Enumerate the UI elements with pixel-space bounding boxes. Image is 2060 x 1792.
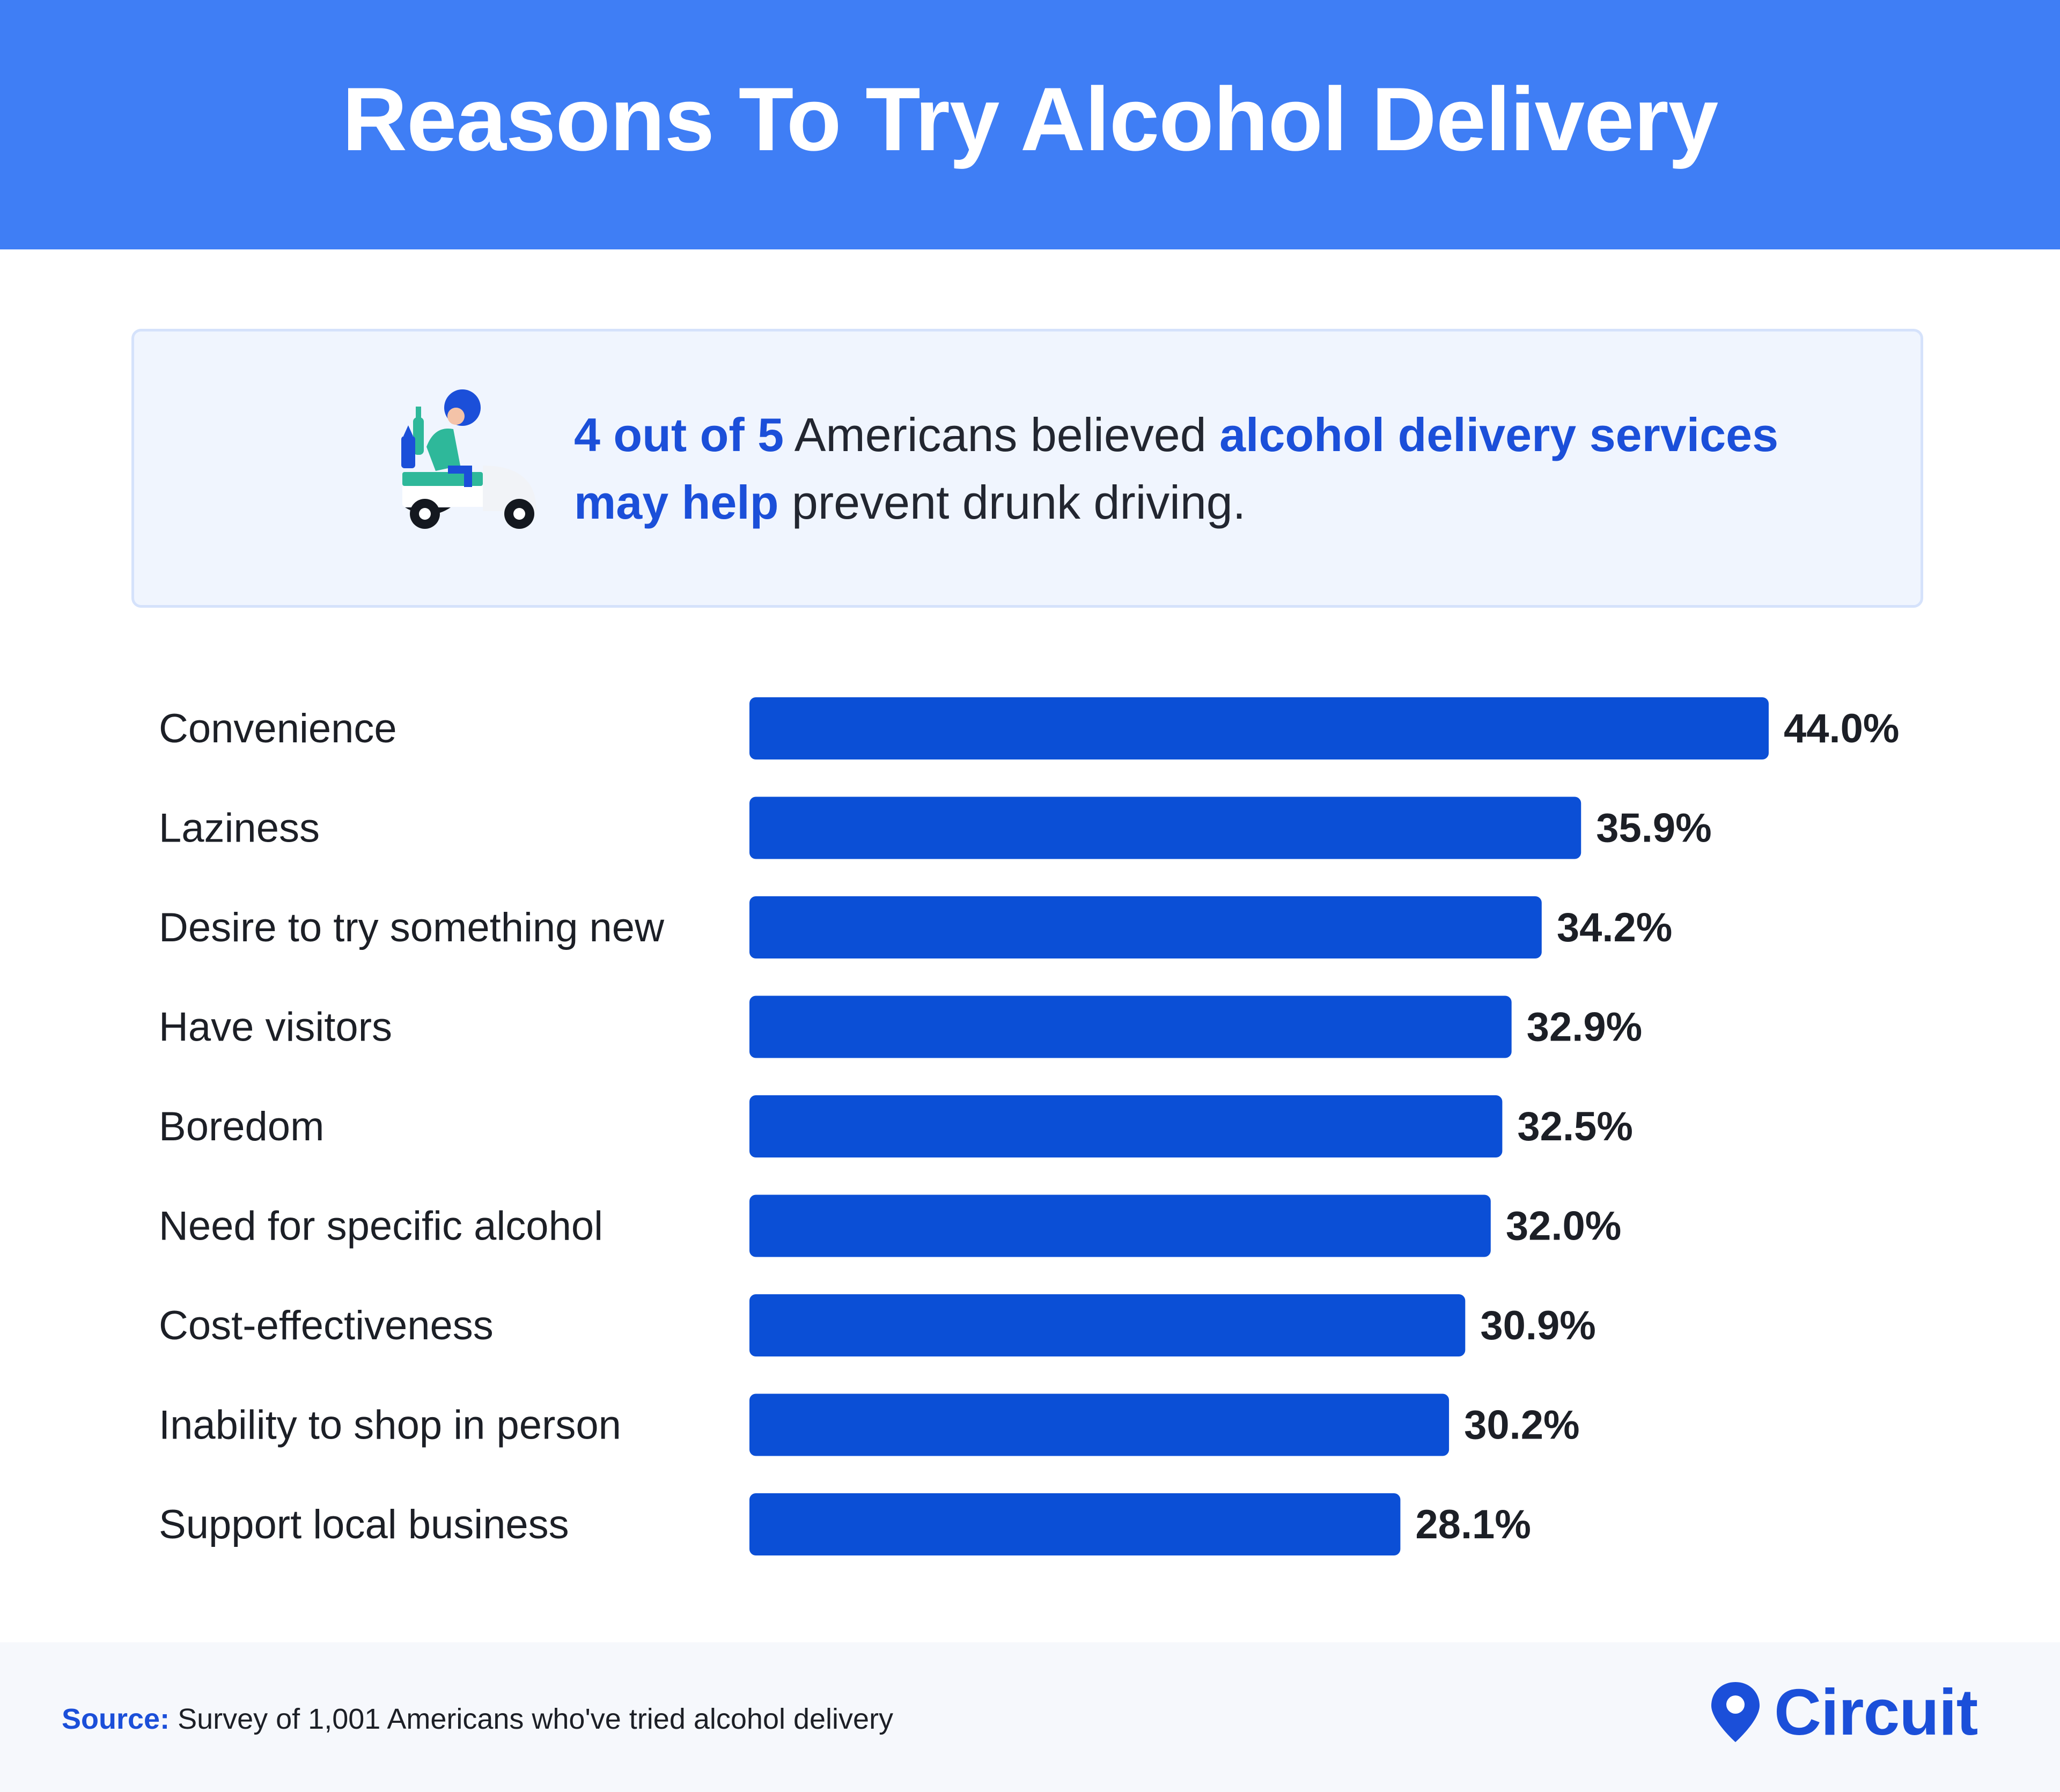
bar bbox=[749, 1393, 1450, 1456]
callout-statement: 4 out of 5 Americans believed alcohol de… bbox=[574, 401, 1808, 536]
category-label: Boredom bbox=[159, 1104, 324, 1149]
callout-text-middle: Americans believed bbox=[784, 408, 1220, 461]
callout-highlight-claim: alcohol delivery services may help bbox=[574, 408, 1779, 529]
value-label: 30.9% bbox=[1480, 1303, 1596, 1348]
value-label: 32.5% bbox=[1517, 1104, 1633, 1149]
bar bbox=[749, 797, 1581, 859]
source-text: Survey of 1,001 Americans who've tried a… bbox=[170, 1703, 894, 1735]
bar bbox=[749, 1095, 1503, 1157]
footer: Source: Survey of 1,001 Americans who've… bbox=[0, 1642, 2060, 1792]
category-label: Cost-effectiveness bbox=[159, 1303, 494, 1348]
callout-text-end: prevent drunk driving. bbox=[778, 476, 1246, 529]
category-label: Have visitors bbox=[159, 1005, 392, 1050]
value-label: 28.1% bbox=[1415, 1502, 1531, 1547]
category-label: Laziness bbox=[159, 806, 320, 851]
bar bbox=[749, 1294, 1466, 1356]
source-note: Source: Survey of 1,001 Americans who've… bbox=[62, 1702, 893, 1736]
header-banner: Reasons To Try Alcohol Delivery bbox=[0, 0, 2060, 249]
value-label: 30.2% bbox=[1464, 1403, 1580, 1448]
value-label: 35.9% bbox=[1596, 806, 1712, 851]
value-label: 32.0% bbox=[1506, 1204, 1622, 1249]
brand-logo: Circuit bbox=[1709, 1675, 1978, 1750]
value-label: 32.9% bbox=[1527, 1005, 1643, 1050]
category-label: Support local business bbox=[159, 1502, 569, 1547]
category-label: Convenience bbox=[159, 706, 397, 751]
map-pin-icon bbox=[1711, 1682, 1760, 1742]
brand-name: Circuit bbox=[1774, 1676, 1978, 1749]
callout-box: 4 out of 5 Americans believed alcohol de… bbox=[131, 329, 1923, 608]
bar bbox=[749, 995, 1512, 1058]
delivery-scooter-icon bbox=[401, 389, 536, 529]
category-label: Desire to try something new bbox=[159, 905, 665, 950]
source-label: Source: bbox=[62, 1703, 170, 1735]
value-label: 34.2% bbox=[1557, 905, 1673, 950]
callout-highlight-stat: 4 out of 5 bbox=[574, 408, 784, 461]
bar bbox=[749, 1493, 1401, 1555]
bar-chart: Convenience 44.0% Laziness 35.9% Desire to t… bbox=[159, 697, 1900, 1555]
category-label: Inability to shop in person bbox=[159, 1403, 621, 1448]
bar bbox=[749, 697, 1769, 759]
page-title: Reasons To Try Alcohol Delivery bbox=[342, 69, 1718, 169]
bar bbox=[749, 1194, 1491, 1257]
category-label: Need for specific alcohol bbox=[159, 1204, 603, 1249]
bar bbox=[749, 896, 1542, 958]
value-label: 44.0% bbox=[1784, 706, 1900, 751]
